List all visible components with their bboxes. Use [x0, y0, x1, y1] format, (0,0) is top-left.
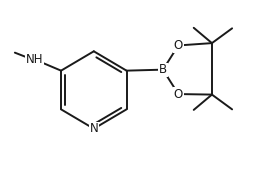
- Text: B: B: [159, 63, 167, 76]
- Text: N: N: [89, 122, 98, 135]
- Text: O: O: [174, 39, 183, 52]
- Text: O: O: [174, 87, 183, 101]
- Text: NH: NH: [26, 53, 43, 66]
